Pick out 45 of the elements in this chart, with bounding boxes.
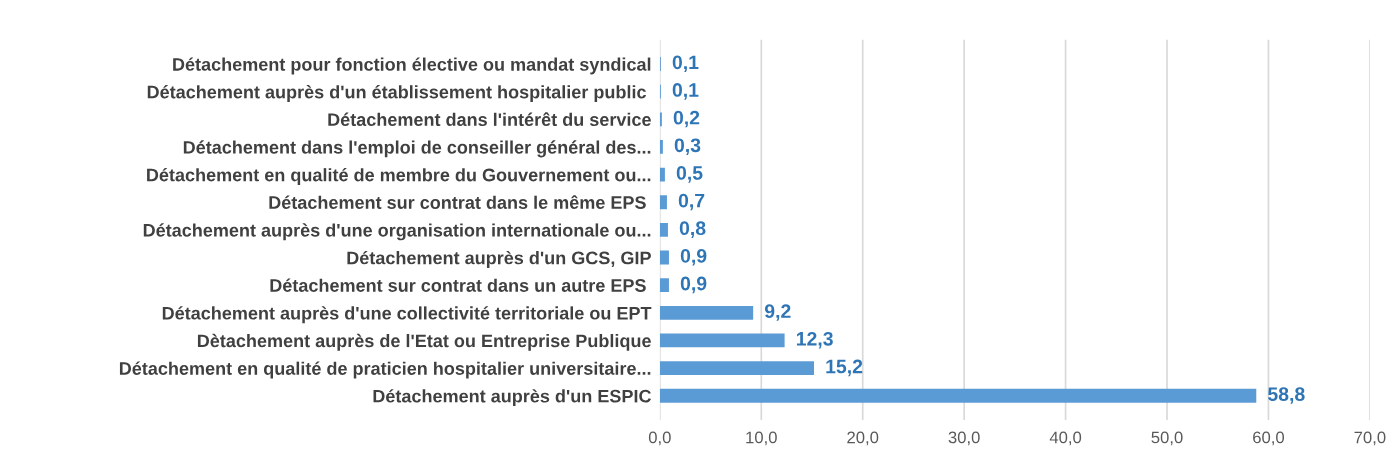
data-label: 0,1 — [672, 55, 699, 73]
data-label: 0,9 — [680, 276, 707, 294]
data-label: 58,8 — [1267, 387, 1305, 404]
bar — [659, 361, 815, 376]
bar — [659, 112, 662, 127]
data-label: 12,3 — [796, 331, 833, 349]
data-label: 0,3 — [674, 138, 701, 155]
y-tick-label: Détachement pour fonction élective ou mandat syndical — [173, 57, 651, 75]
data-label: 0,7 — [678, 193, 705, 211]
y-tick-label: Dètachement auprès de l'Etat ou Entreprise Publique — [197, 333, 651, 351]
y-tick-label: Détachement auprès d'un GCS, GIP — [347, 250, 651, 268]
x-tick-label: 40,0 — [1049, 431, 1082, 446]
bar — [659, 222, 668, 237]
x-tick-label: 50,0 — [1151, 431, 1183, 446]
bar — [659, 250, 669, 265]
y-tick-label: Détachement auprès d'une organisation internationale ou... — [143, 223, 651, 241]
data-label: 0,5 — [676, 166, 703, 183]
data-label: 0,1 — [672, 83, 699, 100]
x-tick-label: 60,0 — [1253, 431, 1285, 446]
bar — [659, 167, 665, 182]
y-tick-label: Détachement sur contrat dans le même EPS — [269, 195, 646, 209]
y-tick-label: Détachement sur contrat dans un autre EPS — [270, 278, 646, 292]
y-tick-label: Détachement auprès d'une collectivité territoriale ou EPT — [162, 306, 652, 324]
y-tick-label: Détachement auprès d'un ESPIC — [373, 389, 652, 407]
x-tick-label: 20,0 — [847, 431, 879, 446]
x-tick-label: 70,0 — [1354, 431, 1386, 446]
x-tick-label: 10,0 — [746, 431, 777, 446]
bar — [659, 140, 663, 154]
y-tick-label: Détachement dans l'emploi de conseiller général des... — [183, 140, 651, 158]
data-label: 0,2 — [673, 110, 700, 128]
data-label: 15,2 — [826, 359, 863, 377]
bar — [659, 278, 669, 293]
y-tick-label: Détachement auprès d'un établissement hospitalier public — [147, 85, 646, 103]
y-tick-label: Détachement dans l'intérêt du service — [328, 112, 651, 127]
bar — [659, 333, 785, 348]
bar — [659, 195, 667, 210]
bar — [659, 305, 754, 320]
x-tick-label: 30,0 — [948, 431, 980, 446]
y-tick-label: Détachement en qualité de praticien hospitalier universitaire... — [119, 361, 651, 379]
bar — [659, 388, 1257, 403]
x-tick-label: 0,0 — [648, 431, 671, 446]
data-label: 0,8 — [679, 221, 706, 238]
y-tick-label: Détachement en qualité de membre du Gouvernement ou... — [147, 167, 651, 185]
data-label: 0,9 — [680, 248, 707, 266]
data-label: 9,2 — [764, 304, 791, 321]
